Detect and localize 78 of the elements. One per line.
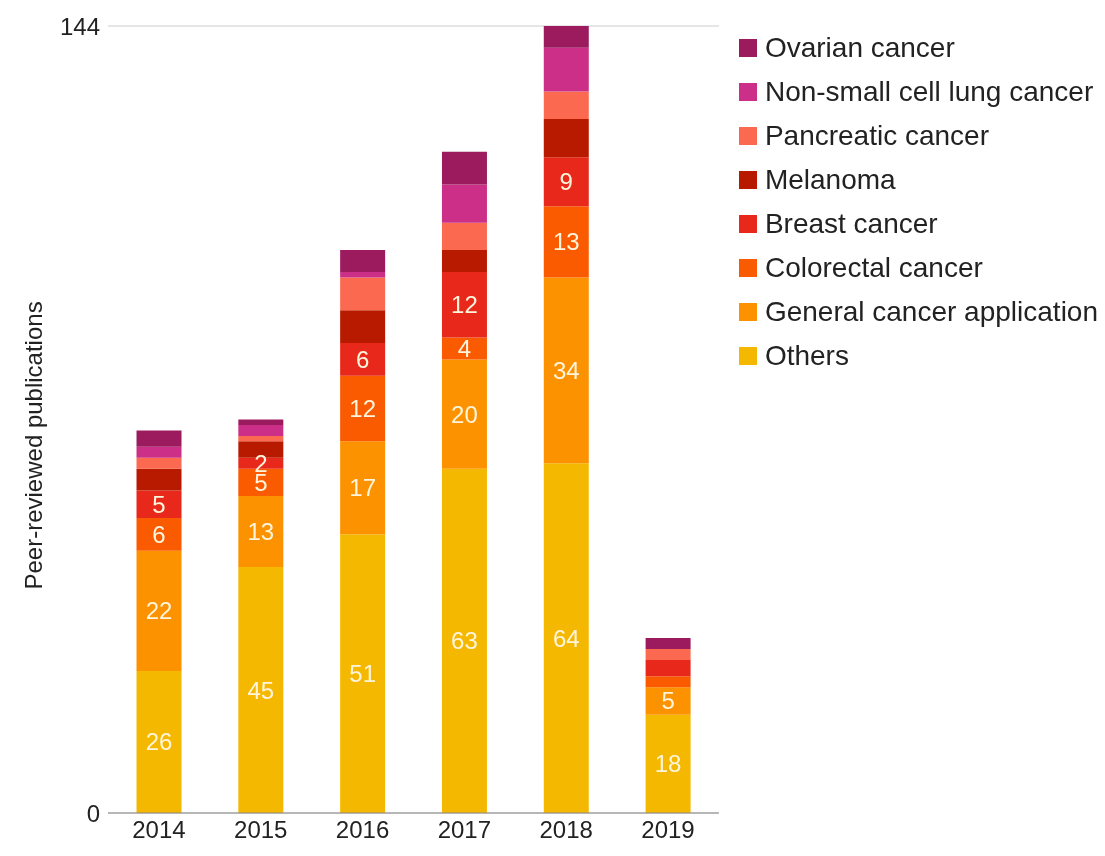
x-tick-label: 2015	[234, 816, 288, 844]
bar	[441, 271, 487, 338]
bar	[136, 550, 182, 671]
bar	[543, 206, 589, 278]
data-label: 64	[552, 624, 580, 652]
bar	[238, 419, 284, 425]
bar	[645, 714, 691, 813]
bar	[543, 463, 589, 813]
data-label: 12	[451, 291, 478, 319]
data-label: 22	[145, 597, 173, 625]
data-label: 6	[355, 345, 370, 373]
bar	[238, 424, 284, 436]
bar	[441, 468, 487, 813]
bar	[441, 151, 487, 185]
bar	[543, 157, 589, 207]
bar	[340, 271, 386, 278]
data-label: 13	[247, 518, 275, 546]
data-label: 51	[349, 660, 376, 688]
data-label: 6	[152, 520, 166, 548]
legend-label: General cancer application	[764, 296, 1098, 328]
data-label: 9	[559, 168, 573, 196]
bar	[441, 250, 487, 272]
bar	[645, 676, 691, 688]
bar	[543, 118, 589, 158]
bar	[238, 435, 284, 442]
x-tick-label: 2017	[437, 816, 492, 844]
bar	[136, 430, 182, 447]
data-label: 45	[247, 676, 275, 704]
x-tick-label: 2018	[539, 816, 593, 844]
bar	[441, 359, 487, 469]
bar	[136, 457, 182, 469]
bar	[340, 310, 386, 343]
bar	[136, 670, 182, 813]
bar	[441, 222, 487, 251]
x-tick-label: 2016	[335, 816, 390, 844]
data-label: 5	[661, 687, 675, 715]
data-label: 13	[552, 228, 580, 256]
data-label: 34	[552, 356, 580, 384]
bar	[340, 250, 386, 272]
legend-label: Melanoma	[764, 164, 896, 196]
bar	[136, 517, 182, 551]
bar	[340, 441, 386, 535]
data-label: 4	[457, 334, 472, 362]
bar	[238, 567, 284, 813]
bar	[543, 91, 589, 119]
legend-label: Non-small cell lung cancer	[764, 76, 1094, 108]
bar	[340, 375, 386, 442]
bar	[645, 649, 691, 660]
data-label: 26	[145, 728, 173, 756]
y-tick-label: 0	[86, 799, 100, 827]
y-tick-label: 144	[59, 12, 100, 40]
bar	[645, 687, 691, 715]
bar	[340, 342, 386, 376]
bar	[238, 496, 284, 568]
data-label: 17	[349, 474, 376, 502]
bar	[340, 277, 386, 311]
bar	[645, 638, 691, 650]
legend-label: Others	[764, 340, 849, 372]
bar	[543, 277, 589, 464]
data-label: 20	[451, 400, 478, 428]
data-label: 5	[152, 490, 166, 518]
bar	[340, 534, 386, 813]
bar	[441, 184, 487, 223]
bar	[543, 26, 589, 48]
legend-label: Breast cancer	[764, 208, 938, 240]
bar	[645, 659, 691, 677]
x-tick-label: 2019	[641, 816, 695, 844]
data-label: 18	[654, 750, 682, 778]
legend-label: Pancreatic cancer	[764, 120, 990, 152]
bar	[136, 446, 182, 458]
y-axis-title: Peer-reviewed publications	[19, 301, 47, 590]
legend-label: Ovarian cancer	[764, 32, 955, 64]
bar	[136, 468, 182, 491]
x-tick-label: 2014	[132, 816, 186, 844]
data-label: 12	[349, 395, 376, 423]
legend-label: Colorectal cancer	[764, 252, 983, 284]
data-label: 63	[451, 627, 478, 655]
bar	[543, 47, 589, 92]
